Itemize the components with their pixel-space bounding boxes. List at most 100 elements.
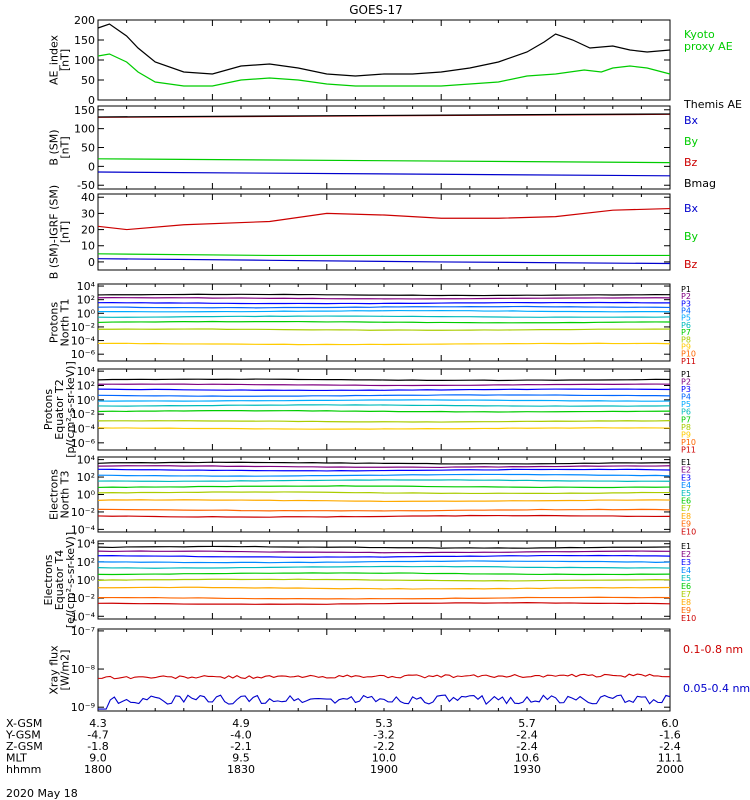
y-tick-label: 20	[81, 224, 95, 237]
channel-line	[97, 342, 671, 346]
y-tick-label: 10⁻⁴	[71, 422, 96, 435]
y-tick-label: 10⁰	[77, 394, 96, 407]
x-row-value: 6.0	[661, 717, 679, 730]
y-tick-label: 30	[81, 207, 95, 220]
channel-label: E2	[681, 550, 691, 559]
channel-label: E5	[681, 574, 691, 583]
y-tick-label: 10⁰	[77, 489, 96, 502]
y-tick-label: 10⁻²	[71, 408, 95, 421]
x-row-value: -1.8	[87, 740, 108, 753]
x-row-value: 4.3	[89, 717, 107, 730]
y-tick-label: 100	[74, 123, 95, 136]
channel-label: P3	[681, 385, 691, 394]
channel-line	[97, 554, 671, 558]
y-axis-label: [e/(cm²-s-sr-keV)]	[64, 532, 77, 628]
channel-label: E9	[681, 606, 691, 615]
channel-label: P11	[681, 357, 696, 366]
x-row-value: -4.0	[230, 729, 251, 742]
series-line	[97, 673, 671, 680]
y-tick-label: 10²	[77, 294, 95, 307]
channel-line	[97, 565, 671, 569]
x-row-value: 1900	[370, 763, 398, 776]
legend-entry: Bz	[684, 156, 698, 169]
y-tick-label: 10²	[77, 379, 95, 392]
channel-label: E5	[681, 489, 691, 498]
y-tick-label: 10²	[77, 556, 95, 569]
y-tick-label: 50	[81, 142, 95, 155]
panel-frame	[97, 628, 671, 712]
channel-line	[97, 485, 671, 489]
x-row-value: 5.3	[375, 717, 393, 730]
channel-line	[97, 545, 671, 549]
channel-line	[97, 378, 671, 382]
y-axis-label: Protons	[48, 302, 61, 343]
y-tick-label: 10	[81, 240, 95, 253]
series-line	[97, 171, 671, 177]
y-tick-label: 40	[81, 191, 95, 204]
channel-label: E9	[681, 520, 691, 529]
x-row-value: 9.5	[232, 752, 250, 765]
channel-label: E4	[681, 481, 691, 490]
x-row-value: -1.6	[659, 729, 680, 742]
legend-entry: Bx	[684, 202, 699, 215]
y-axis-label: Equator T4	[53, 550, 66, 610]
series-line	[97, 23, 671, 77]
x-row-value: 5.7	[518, 717, 536, 730]
x-row-value: 4.9	[232, 717, 250, 730]
channel-line	[97, 479, 671, 483]
y-tick-label: 0	[88, 256, 95, 269]
x-row-value: -2.1	[230, 740, 251, 753]
channel-line	[97, 394, 671, 397]
channel-label: E8	[681, 598, 691, 607]
y-tick-label: 10⁴	[77, 280, 96, 293]
channel-line	[97, 473, 671, 477]
y-tick-label: 0	[88, 94, 95, 107]
channel-label: E3	[681, 558, 691, 567]
channel-line	[97, 572, 671, 576]
y-tick-label: 10⁻⁹	[71, 701, 95, 714]
channel-line	[97, 560, 671, 564]
y-axis-label: Electrons	[48, 469, 61, 520]
chart-title: GOES-17	[349, 3, 403, 17]
y-tick-label: 10⁻⁶	[71, 437, 96, 450]
y-axis-label: [W/m2]	[59, 650, 72, 691]
y-tick-label: 10⁰	[77, 307, 96, 320]
channel-label: P1	[681, 370, 691, 379]
channel-line	[97, 586, 671, 590]
channel-line	[97, 399, 671, 402]
y-tick-label: 10⁻⁷	[71, 625, 95, 638]
channel-line	[97, 383, 671, 387]
channel-label: E10	[681, 527, 696, 536]
y-tick-label: 10⁻⁶	[71, 348, 96, 361]
channel-label: P8	[681, 335, 691, 344]
channel-label: E6	[681, 582, 691, 591]
channel-label: P11	[681, 445, 696, 454]
channel-line	[97, 309, 671, 313]
channel-line	[97, 301, 671, 305]
channel-label: E6	[681, 497, 691, 506]
x-row-value: 11.1	[658, 752, 683, 765]
x-row-label: Y-GSM	[5, 729, 41, 742]
series-line	[97, 253, 670, 257]
panel-frame	[97, 193, 671, 271]
channel-label: E2	[681, 466, 691, 475]
y-axis-label: AE_index	[48, 34, 61, 85]
channel-line	[97, 578, 671, 582]
x-row-value: 9.0	[89, 752, 107, 765]
series-line	[97, 258, 671, 265]
y-axis-label: B (SM)	[48, 129, 61, 165]
legend-entry: 0.05-0.4 nm	[683, 682, 750, 695]
y-axis-label: [nT]	[59, 221, 72, 243]
channel-label: P6	[681, 408, 691, 417]
channel-label: E1	[681, 542, 691, 551]
channel-line	[97, 550, 671, 554]
channel-label: P5	[681, 314, 691, 323]
y-tick-label: 10⁴	[77, 538, 96, 551]
channel-label: P4	[681, 307, 691, 316]
panel-frame	[97, 368, 671, 451]
panel-frame	[97, 19, 671, 101]
channel-label: P10	[681, 350, 696, 359]
